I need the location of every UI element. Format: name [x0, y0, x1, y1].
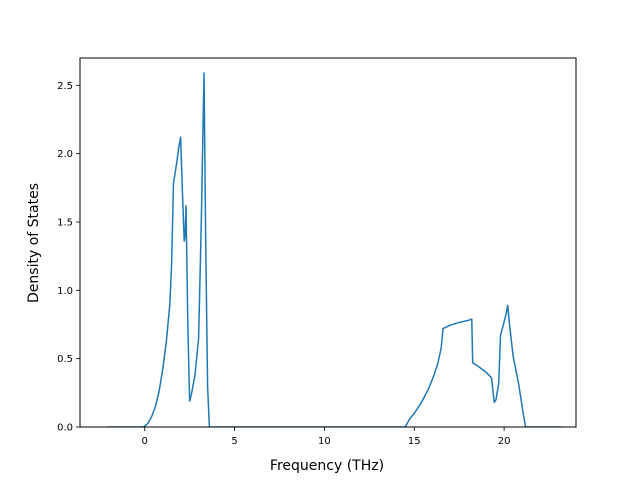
y-tick-label: 0.5 [57, 354, 73, 365]
x-tick-label: 5 [231, 436, 237, 447]
x-axis: 0 5 10 15 20 [142, 427, 511, 447]
series-line-0 [106, 72, 562, 427]
y-tick-label: 2.5 [57, 81, 73, 92]
y-tick-label: 0.0 [57, 423, 73, 434]
x-tick-label: 10 [318, 436, 331, 447]
y-tick-label: 2.0 [57, 149, 73, 160]
x-tick-label: 20 [498, 436, 511, 447]
y-tick-label: 1.0 [57, 286, 73, 297]
x-tick-label: 0 [142, 436, 148, 447]
plot-area [106, 72, 562, 427]
x-tick-label: 15 [408, 436, 421, 447]
plot-frame [79, 57, 577, 428]
y-axis-label: Density of States [26, 183, 42, 303]
x-axis-label: Frequency (THz) [270, 458, 384, 474]
y-tick-label: 1.5 [57, 218, 73, 229]
y-axis: 0.0 0.5 1.0 1.5 2.0 2.5 [57, 81, 80, 434]
